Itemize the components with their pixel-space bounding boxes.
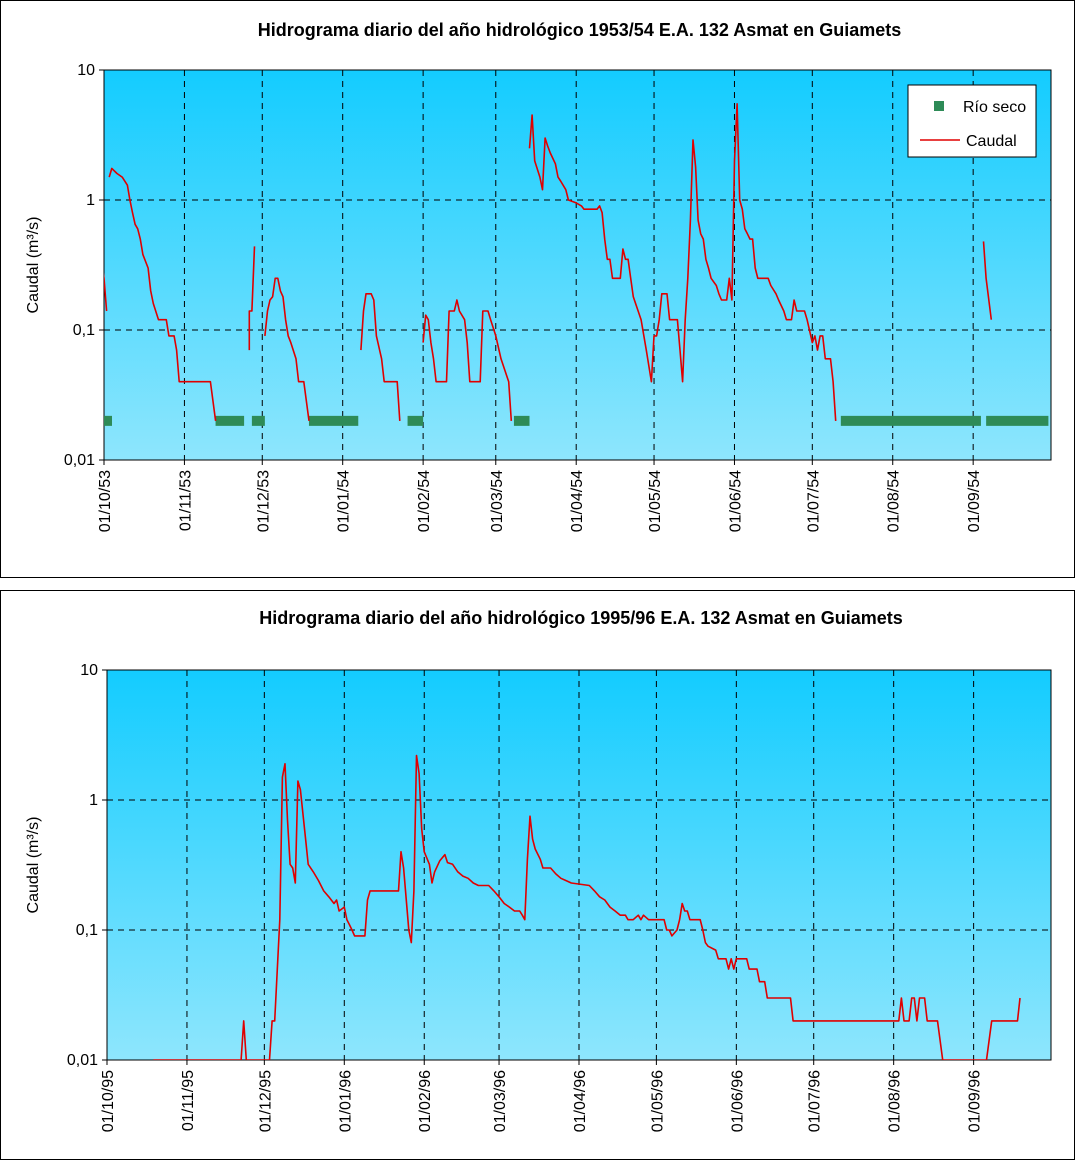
dry-river-marker bbox=[251, 415, 265, 426]
chart-title: Hidrograma diario del año hidrológico 19… bbox=[258, 20, 902, 40]
chart-title: Hidrograma diario del año hidrológico 19… bbox=[259, 608, 903, 628]
x-tick-label: 01/05/54 bbox=[647, 470, 664, 532]
flow-line-1953-54 bbox=[360, 292, 401, 421]
y-axis-label: Caudal (m³/s) bbox=[25, 217, 42, 314]
x-tick-label: 01/05/96 bbox=[649, 1070, 666, 1132]
flow-line-1953-54 bbox=[528, 103, 837, 421]
dry-river-marker bbox=[407, 415, 424, 426]
x-tick-label: 01/12/53 bbox=[255, 470, 272, 532]
chart-panel-1995-96: Hidrograma diario del año hidrológico 19… bbox=[0, 590, 1075, 1160]
y-tick-label: 1 bbox=[89, 792, 98, 809]
x-tick-label: 01/11/95 bbox=[180, 1070, 197, 1131]
x-tick-label: 01/01/96 bbox=[337, 1070, 354, 1132]
flow-line-1953-54 bbox=[422, 299, 513, 421]
x-tick-label: 01/10/95 bbox=[100, 1070, 117, 1132]
x-tick-label: 01/12/95 bbox=[257, 1070, 274, 1132]
y-tick-label: 0,01 bbox=[64, 452, 95, 469]
legend-symbol-dry bbox=[934, 101, 944, 111]
dry-river-marker bbox=[513, 415, 530, 426]
y-tick-label: 0,1 bbox=[76, 922, 98, 939]
y-tick-label: 1 bbox=[86, 192, 95, 209]
y-tick-label: 0,1 bbox=[73, 322, 95, 339]
legend-label: Caudal bbox=[966, 133, 1017, 150]
y-tick-label: 0,01 bbox=[67, 1052, 98, 1069]
x-tick-label: 01/06/54 bbox=[727, 470, 744, 532]
x-tick-label: 01/08/96 bbox=[887, 1070, 904, 1132]
x-tick-label: 01/06/96 bbox=[729, 1070, 746, 1132]
flow-line-1995-96 bbox=[153, 754, 1021, 1060]
x-tick-label: 01/07/54 bbox=[805, 470, 822, 532]
flow-line-1953-54 bbox=[264, 277, 310, 422]
dry-river-marker bbox=[104, 415, 112, 426]
y-tick-label: 10 bbox=[80, 662, 98, 679]
flow-line-1953-54 bbox=[108, 167, 217, 422]
x-tick-label: 01/09/54 bbox=[966, 470, 983, 532]
legend: Río seco Caudal bbox=[907, 84, 1037, 158]
x-tick-label: 01/02/54 bbox=[416, 470, 433, 532]
x-tick-label: 01/03/96 bbox=[492, 1070, 509, 1132]
x-tick-label: 01/04/96 bbox=[572, 1070, 589, 1132]
x-tick-label: 01/10/53 bbox=[97, 470, 114, 532]
x-tick-label: 01/08/54 bbox=[886, 470, 903, 532]
flow-line-1953-54 bbox=[248, 246, 256, 351]
legend-label: Río seco bbox=[963, 99, 1026, 116]
y-tick-label: 10 bbox=[77, 62, 95, 79]
dry-river-marker bbox=[215, 415, 245, 426]
dry-river-marker bbox=[308, 415, 359, 426]
x-tick-label: 01/03/54 bbox=[489, 470, 506, 532]
y-axis-label: Caudal (m³/s) bbox=[25, 817, 42, 914]
chart-panel-1953-54: Hidrograma diario del año hidrológico 19… bbox=[0, 0, 1075, 578]
x-tick-label: 01/02/96 bbox=[417, 1070, 434, 1132]
dry-river-marker bbox=[840, 415, 981, 426]
x-tick-label: 01/09/96 bbox=[967, 1070, 984, 1132]
dry-river-marker bbox=[986, 415, 1049, 426]
x-tick-label: 01/04/54 bbox=[569, 470, 586, 532]
chart-svg-1995-96: Hidrograma diario del año hidrológico 19… bbox=[0, 590, 1075, 1160]
chart-svg-1953-54: Hidrograma diario del año hidrológico 19… bbox=[0, 0, 1075, 578]
x-tick-label: 01/11/53 bbox=[177, 470, 194, 531]
x-tick-label: 01/01/54 bbox=[336, 470, 353, 532]
flow-line-1953-54 bbox=[104, 272, 108, 312]
x-tick-label: 01/07/96 bbox=[807, 1070, 824, 1132]
flow-line-1953-54 bbox=[982, 241, 993, 320]
